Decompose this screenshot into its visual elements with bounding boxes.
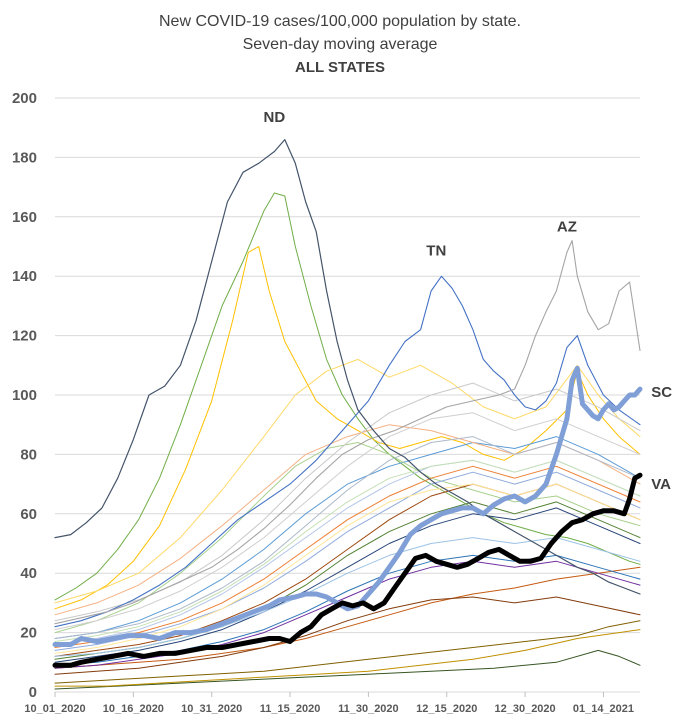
series-line-sc <box>52 365 643 647</box>
series-line <box>54 436 641 639</box>
y-tick-label: 180 <box>12 149 37 166</box>
annotation-az: AZ <box>557 219 577 236</box>
y-tick-label: 120 <box>12 328 37 345</box>
annotation-va: VA <box>651 476 671 493</box>
series-line <box>54 358 641 604</box>
series-line <box>54 412 641 631</box>
x-tick-label: 11_15_2020 <box>260 703 321 715</box>
x-tick-label: 10_01_2020 <box>24 703 85 715</box>
x-tick-label: 01_14_2021 <box>573 703 634 715</box>
y-tick-label: 60 <box>20 506 37 523</box>
series-line <box>54 620 641 684</box>
annotation-tn: TN <box>426 242 446 259</box>
series-line <box>54 442 641 634</box>
y-tick-label: 20 <box>20 625 37 642</box>
x-tick-label: 10_31_2020 <box>181 703 242 715</box>
chart-title-line-2: Seven-day moving average <box>243 36 438 53</box>
series-lines <box>52 139 643 690</box>
series-line <box>54 560 641 669</box>
series-line <box>54 459 641 642</box>
y-tick-label: 40 <box>20 565 37 582</box>
chart-title-line-3: ALL STATES <box>295 59 385 76</box>
series-line <box>54 596 641 675</box>
y-axis-ticks: 0 20 40 60 80 100 120 140 160 180 200 <box>12 90 37 701</box>
y-tick-label: 140 <box>12 268 37 285</box>
series-line <box>54 465 641 648</box>
series-line <box>54 629 641 687</box>
series-line <box>54 246 641 610</box>
x-tick-label: 10_16_2020 <box>103 703 164 715</box>
y-tick-label: 0 <box>29 684 37 701</box>
series-line <box>54 192 641 601</box>
series-line <box>54 507 641 663</box>
y-tick-label: 80 <box>20 446 37 463</box>
series-line <box>54 566 641 669</box>
y-tick-label: 200 <box>12 90 37 107</box>
series-line <box>54 649 641 690</box>
series-line-va <box>52 472 643 668</box>
annotation-nd: ND <box>264 109 286 126</box>
series-line-nd <box>54 139 641 595</box>
gridlines <box>55 97 640 693</box>
annotation-sc: SC <box>651 384 672 401</box>
x-tick-label: 12_30_2020 <box>494 703 555 715</box>
annotations: ND TN AZ SC VA <box>264 109 673 493</box>
x-tick-label: 12_15_2020 <box>416 703 477 715</box>
chart-title-line-1: New COVID-19 cases/100,000 population by… <box>159 13 521 30</box>
series-line-tn <box>54 275 641 628</box>
series-line <box>54 436 641 639</box>
series-line <box>54 471 641 651</box>
series-line <box>54 537 641 657</box>
x-axis-ticks: 10_01_2020 10_16_2020 10_31_2020 11_15_2020… <box>24 692 634 715</box>
y-tick-label: 160 <box>12 209 37 226</box>
series-line-az <box>54 240 641 625</box>
y-tick-label: 100 <box>12 387 37 404</box>
x-tick-label: 11_30_2020 <box>338 703 399 715</box>
